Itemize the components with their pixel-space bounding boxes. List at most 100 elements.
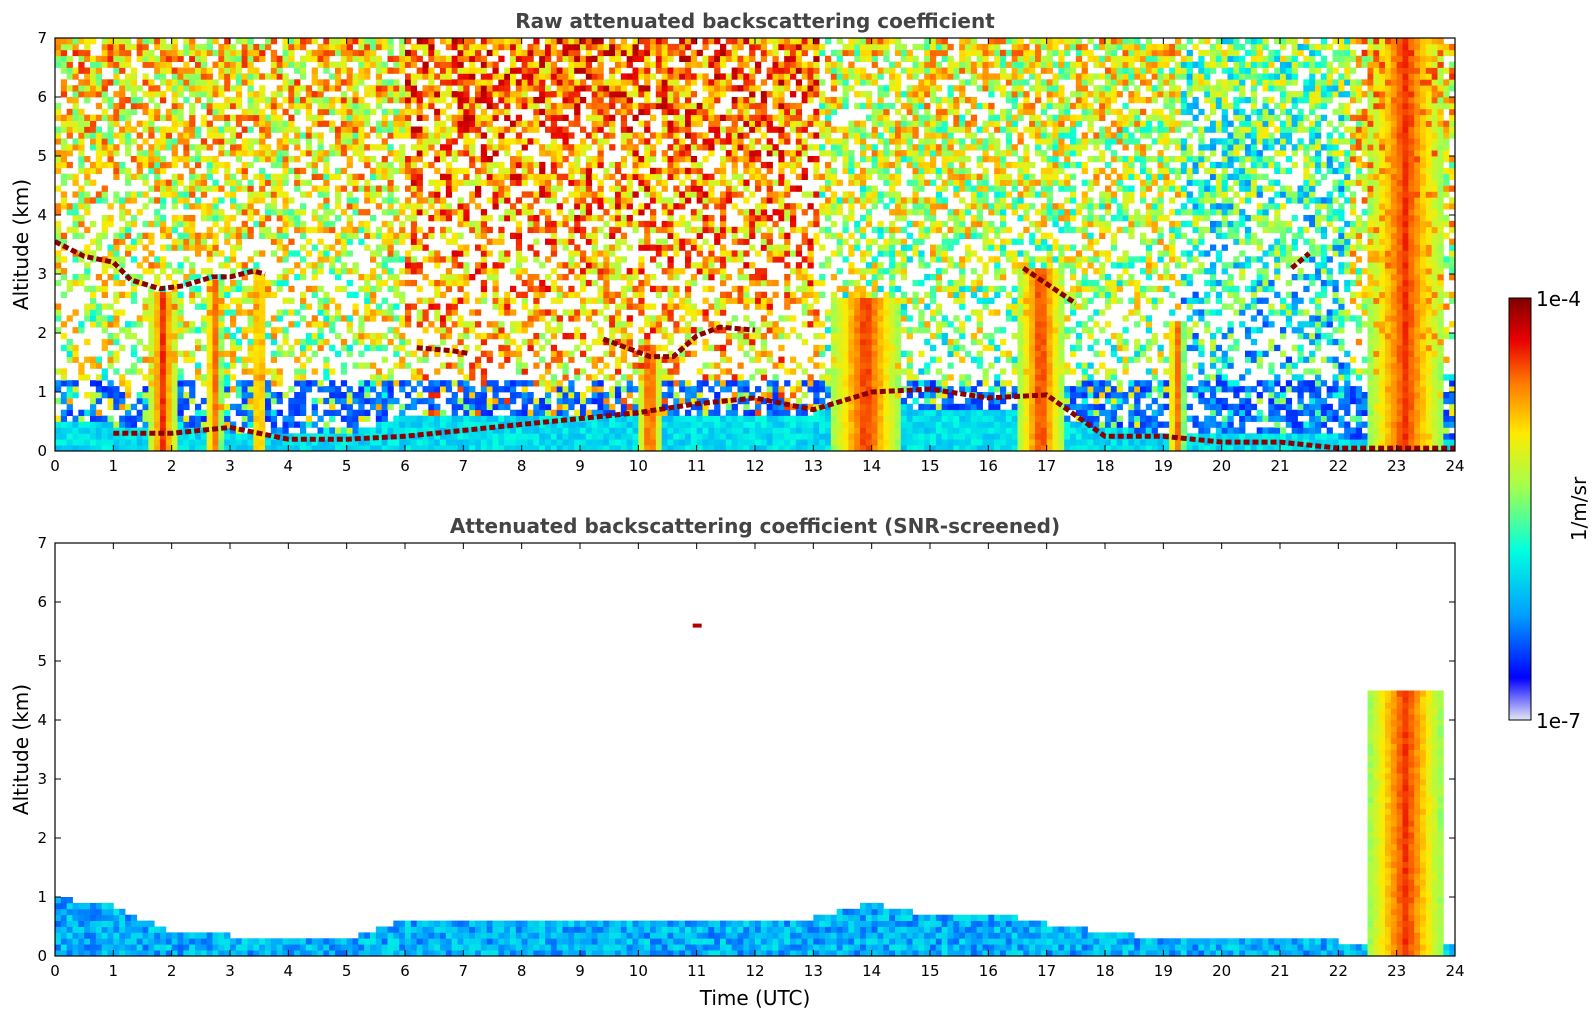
heatmap-cell: [381, 262, 388, 269]
heatmap-cell: [434, 409, 441, 416]
heatmap-cell: [72, 173, 79, 180]
heatmap-cell: [463, 209, 470, 216]
heatmap-cell: [305, 439, 313, 446]
heatmap-cell: [200, 49, 208, 57]
heatmap-cell: [235, 279, 243, 287]
heatmap-cell: [445, 226, 453, 234]
heatmap-cell: [329, 97, 336, 104]
heatmap-cell: [550, 356, 558, 363]
heatmap-cell: [405, 120, 412, 127]
heatmap-cell: [661, 356, 668, 363]
heatmap-cell: [300, 97, 307, 104]
heatmap-cell: [101, 197, 108, 204]
heatmap-cell: [381, 333, 388, 340]
heatmap-cell: [259, 386, 266, 393]
heatmap-cell: [346, 138, 353, 145]
heatmap-cell: [562, 238, 569, 245]
heatmap-cell: [556, 238, 563, 245]
heatmap-cell: [119, 97, 126, 104]
heatmap-cell: [405, 350, 412, 357]
heatmap-cell: [346, 144, 353, 151]
heatmap-cell: [370, 156, 377, 163]
heatmap-cell: [603, 197, 610, 204]
heatmap-cell: [247, 321, 254, 328]
heatmap-cell: [364, 232, 371, 239]
heatmap-cell: [212, 291, 219, 298]
heatmap-cell: [638, 421, 645, 428]
heatmap-cell: [335, 315, 342, 322]
heatmap-cell: [673, 403, 680, 411]
heatmap-cell: [597, 203, 604, 210]
heatmap-cell: [335, 433, 342, 440]
heatmap-cell: [504, 291, 511, 298]
heatmap-cell: [177, 445, 184, 451]
heatmap-cell: [486, 226, 493, 234]
heatmap-cell: [580, 38, 587, 45]
heatmap-cell: [609, 120, 616, 127]
heatmap-cell: [171, 427, 178, 434]
heatmap-cell: [130, 102, 138, 110]
heatmap-cell: [311, 156, 318, 163]
heatmap-cell: [288, 321, 295, 328]
heatmap-cell: [375, 132, 383, 139]
heatmap-cell: [562, 445, 569, 451]
heatmap-cell: [381, 61, 388, 68]
heatmap-cell: [381, 374, 388, 381]
heatmap-cell: [451, 173, 458, 180]
heatmap-cell: [253, 150, 260, 157]
heatmap-cell: [78, 220, 85, 228]
heatmap-cell: [72, 220, 79, 228]
heatmap-cell: [177, 374, 184, 381]
heatmap-cell: [422, 38, 429, 45]
heatmap-cell: [148, 386, 155, 393]
heatmap-cell: [480, 179, 488, 186]
heatmap-cell: [475, 321, 482, 328]
heatmap-cell: [200, 215, 208, 222]
heatmap-cell: [72, 97, 79, 104]
heatmap-cell: [195, 433, 202, 440]
heatmap-cell: [498, 415, 505, 422]
heatmap-cell: [311, 185, 318, 192]
heatmap-cell: [218, 209, 225, 216]
heatmap-cell: [288, 102, 295, 110]
heatmap-cell: [475, 421, 482, 428]
heatmap-cell: [550, 191, 558, 198]
heatmap-cell: [661, 203, 668, 210]
heatmap-cell: [597, 197, 604, 204]
heatmap-cell: [200, 67, 208, 74]
heatmap-cell: [375, 415, 383, 422]
heatmap-cell: [393, 114, 400, 121]
heatmap-cell: [177, 397, 184, 405]
heatmap-cell: [480, 38, 488, 45]
heatmap-cell: [539, 433, 546, 440]
heatmap-cell: [515, 97, 523, 104]
heatmap-cell: [370, 403, 377, 411]
heatmap-cell: [568, 397, 575, 405]
heatmap-cell: [521, 73, 528, 80]
heatmap-cell: [95, 427, 103, 434]
heatmap-cell: [521, 338, 528, 346]
heatmap-cell: [160, 138, 167, 145]
heatmap-cell: [574, 392, 581, 399]
heatmap-cell: [510, 433, 517, 440]
heatmap-cell: [113, 268, 120, 275]
heatmap-cell: [580, 279, 587, 287]
heatmap-cell: [352, 338, 359, 346]
heatmap-cell: [160, 427, 167, 434]
heatmap-cell: [445, 114, 453, 121]
heatmap-cell: [130, 421, 138, 428]
heatmap-cell: [410, 179, 418, 186]
heatmap-cell: [480, 209, 488, 216]
heatmap-cell: [206, 79, 213, 86]
heatmap-cell: [125, 380, 132, 387]
heatmap-cell: [387, 220, 394, 228]
heatmap-cell: [585, 427, 593, 434]
heatmap-cell: [90, 285, 97, 293]
heatmap-cell: [212, 61, 219, 68]
heatmap-cell: [189, 232, 196, 239]
heatmap-cell: [381, 43, 388, 51]
heatmap-cell: [480, 85, 488, 92]
heatmap-cell: [399, 315, 406, 322]
heatmap-cell: [165, 132, 173, 139]
heatmap-cell: [661, 268, 668, 275]
